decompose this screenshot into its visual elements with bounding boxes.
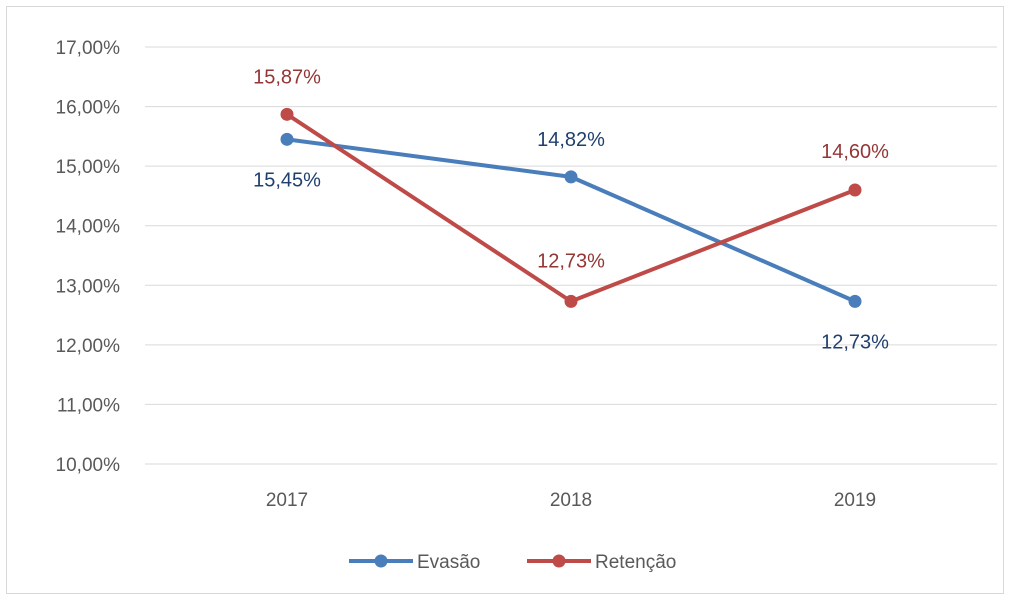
y-tick-label: 16,00% xyxy=(56,98,121,119)
line-chart: 10,00% 11,00% 12,00% 13,00% 14,00% 15,00% 16,0… xyxy=(56,38,997,573)
y-tick-label: 10,00% xyxy=(56,455,121,476)
series-lines xyxy=(280,107,862,308)
chart-frame: 10,00% 11,00% 12,00% 13,00% 14,00% 15,00% 16,0… xyxy=(6,6,1004,594)
legend: Evasão Retenção xyxy=(349,552,676,573)
data-point xyxy=(280,132,294,146)
data-label: 15,87% xyxy=(253,66,321,88)
data-label: 12,73% xyxy=(821,331,889,353)
y-tick-label: 11,00% xyxy=(57,395,120,416)
data-point xyxy=(848,183,862,197)
y-tick-label: 12,00% xyxy=(56,336,121,357)
x-axis-ticks: 2017 2018 2019 xyxy=(266,490,876,511)
data-label: 12,73% xyxy=(537,250,605,272)
gridlines xyxy=(145,46,997,465)
x-tick-label: 2019 xyxy=(834,490,876,511)
data-point xyxy=(564,170,578,184)
data-point xyxy=(848,294,862,308)
data-label: 14,82% xyxy=(537,129,605,151)
legend-marker xyxy=(374,554,388,568)
y-tick-label: 13,00% xyxy=(56,276,121,297)
y-tick-label: 15,00% xyxy=(56,157,121,178)
legend-label: Evasão xyxy=(417,552,480,573)
x-tick-label: 2017 xyxy=(266,490,308,511)
legend-marker xyxy=(552,554,566,568)
data-labels: 15,45% 14,82% 12,73% 15,87% 12,73% 14,60% xyxy=(253,66,889,353)
data-point xyxy=(564,294,578,308)
y-axis-ticks: 10,00% 11,00% 12,00% 13,00% 14,00% 15,00% 16,0… xyxy=(56,38,121,476)
legend-label: Retenção xyxy=(595,552,676,573)
y-tick-label: 14,00% xyxy=(56,217,121,238)
data-point xyxy=(280,107,294,121)
series-line-evasão xyxy=(285,137,857,304)
data-label: 15,45% xyxy=(253,169,321,191)
data-label: 14,60% xyxy=(821,141,889,163)
x-tick-label: 2018 xyxy=(550,490,592,511)
y-tick-label: 17,00% xyxy=(56,38,121,59)
